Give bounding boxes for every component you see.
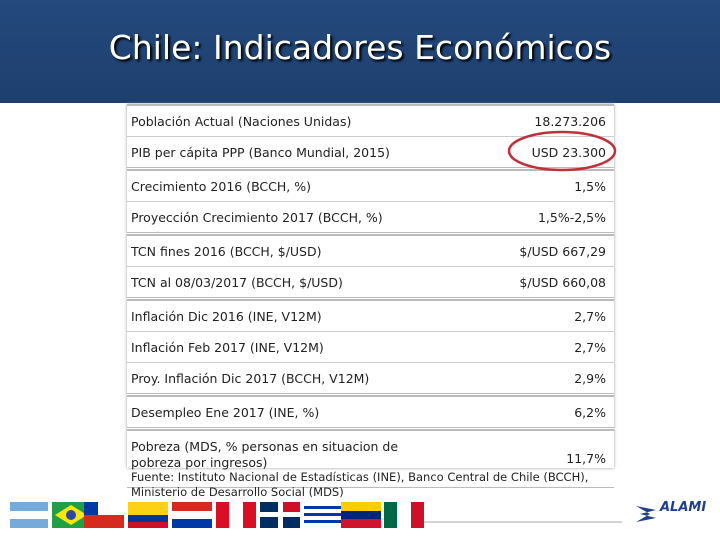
- flag-stripe: [384, 502, 397, 528]
- row-label: TCN al 08/03/2017 (BCCH, $/USD): [131, 275, 343, 291]
- row-label: Pobreza (MDS, % personas en situacion de…: [131, 439, 398, 471]
- row-label: Inflación Dic 2016 (INE, V12M): [131, 309, 322, 325]
- footer-line: Ministerio de Desarrollo Social (MDS): [131, 485, 344, 499]
- highlight-circle: [507, 130, 617, 172]
- indicator-table: Población Actual (Naciones Unidas) 18.273…: [127, 104, 614, 488]
- row-group: TCN fines 2016 (BCCH, $/USD) $/USD 667,29…: [127, 234, 614, 298]
- flag-stripe: [411, 502, 424, 528]
- flag-stripe: [341, 519, 381, 528]
- row-value: 1,5%-2,5%: [537, 210, 606, 225]
- label-line: PIB per cápita PPP (Banco Mundial, 2015): [131, 145, 390, 160]
- label-line: TCN fines 2016 (BCCH, $/USD): [131, 244, 322, 259]
- table-row: Proy. Inflación Dic 2017 (BCCH, V12M) 2,9…: [127, 363, 614, 393]
- row-group: Inflación Dic 2016 (INE, V12M) 2,7% Inflac…: [127, 299, 614, 394]
- flag-stripe: [243, 502, 256, 528]
- label-line: Inflación Dic 2016 (INE, V12M): [131, 309, 322, 324]
- flag-stripe: [304, 520, 344, 523]
- row-label: Desempleo Ene 2017 (INE, %): [131, 405, 319, 421]
- flag-stripe: [304, 506, 344, 509]
- label-line: Proy. Inflación Dic 2017 (BCCH, V12M): [131, 371, 370, 386]
- logo-text: ALAMI: [660, 500, 707, 515]
- table-row: TCN fines 2016 (BCCH, $/USD) $/USD 667,29: [127, 236, 614, 267]
- row-label: Proy. Inflación Dic 2017 (BCCH, V12M): [131, 371, 369, 387]
- table-row: PIB per cápita PPP (Banco Mundial, 2015)…: [127, 137, 614, 167]
- label-line: Proyección Crecimiento 2017 (BCCH, %): [131, 210, 383, 225]
- flag-stripe: [128, 515, 168, 522]
- row-group: Pobreza (MDS, % personas en situacion de…: [127, 429, 614, 488]
- row-value: $/USD 667,29: [519, 244, 606, 259]
- header-band: [0, 0, 720, 103]
- row-group: Población Actual (Naciones Unidas) 18.273…: [127, 104, 614, 168]
- row-value: $/USD 660,08: [519, 275, 606, 290]
- logo-mark: [636, 506, 656, 522]
- row-label: Proyección Crecimiento 2017 (BCCH, %): [131, 210, 383, 226]
- label-line: pobreza por ingresos): [131, 455, 268, 470]
- table-row: Población Actual (Naciones Unidas) 18.273…: [127, 106, 614, 137]
- flag-stripe: [10, 511, 48, 519]
- label-line: Población Actual (Naciones Unidas): [131, 114, 352, 129]
- flags: [10, 502, 424, 528]
- row-label: TCN fines 2016 (BCCH, $/USD): [131, 244, 322, 260]
- row-value: 6,2%: [574, 405, 606, 420]
- flag-stripe: [128, 522, 168, 528]
- row-group: Crecimiento 2016 (BCCH, %) 1,5% Proyección…: [127, 169, 614, 233]
- row-group: Desempleo Ene 2017 (INE, %) 6,2%: [127, 395, 614, 428]
- flag-stripe: [283, 502, 300, 512]
- flag-stripe: [216, 502, 229, 528]
- table-row: Inflación Dic 2016 (INE, V12M) 2,7%: [127, 301, 614, 332]
- flag-stripe: [172, 511, 212, 519]
- footer: Fuente: Instituto Nacional de Estadístic…: [131, 470, 588, 500]
- row-value: 2,7%: [574, 309, 606, 324]
- table-row: Inflación Feb 2017 (INE, V12M) 2,7%: [127, 332, 614, 363]
- flag-stripe: [341, 511, 381, 519]
- table-row: TCN al 08/03/2017 (BCCH, $/USD) $/USD 660…: [127, 267, 614, 297]
- flag-shape: [66, 510, 76, 520]
- flag-stripe: [304, 513, 344, 516]
- row-label: Inflación Feb 2017 (INE, V12M): [131, 340, 324, 356]
- flag-stripe: [84, 515, 124, 528]
- row-label: Población Actual (Naciones Unidas): [131, 114, 351, 130]
- label-line: Inflación Feb 2017 (INE, V12M): [131, 340, 324, 355]
- table-row: Desempleo Ene 2017 (INE, %) 6,2%: [127, 397, 614, 427]
- title: Chile: Indicadores Económicos: [108, 28, 612, 67]
- flag: [172, 502, 212, 511]
- footer-line: Fuente: Instituto Nacional de Estadístic…: [131, 470, 589, 484]
- flag: [341, 502, 381, 511]
- table-row: Pobreza (MDS, % personas en situacion de…: [127, 431, 614, 487]
- label-line: Desempleo Ene 2017 (INE, %): [131, 405, 320, 420]
- table-row: Proyección Crecimiento 2017 (BCCH, %) 1,5…: [127, 202, 614, 232]
- row-value: 11,7%: [566, 451, 606, 466]
- label-line: Pobreza (MDS, % personas en situacion de: [131, 439, 399, 454]
- row-value: 18.273.206: [534, 114, 606, 129]
- label-line: Crecimiento 2016 (BCCH, %): [131, 179, 311, 194]
- flag-stripe: [84, 502, 98, 515]
- row-label: PIB per cápita PPP (Banco Mundial, 2015): [131, 145, 390, 161]
- row-value: 2,9%: [574, 371, 606, 386]
- flag-stripe: [172, 519, 212, 528]
- row-label: Crecimiento 2016 (BCCH, %): [131, 179, 311, 195]
- flag: [128, 502, 168, 515]
- table-row: Crecimiento 2016 (BCCH, %) 1,5%: [127, 171, 614, 202]
- flag-stripe: [278, 502, 283, 528]
- label-line: TCN al 08/03/2017 (BCCH, $/USD): [131, 275, 343, 290]
- row-value: USD 23.300: [531, 145, 606, 160]
- row-value: 1,5%: [574, 179, 606, 194]
- row-value: 2,7%: [574, 340, 606, 355]
